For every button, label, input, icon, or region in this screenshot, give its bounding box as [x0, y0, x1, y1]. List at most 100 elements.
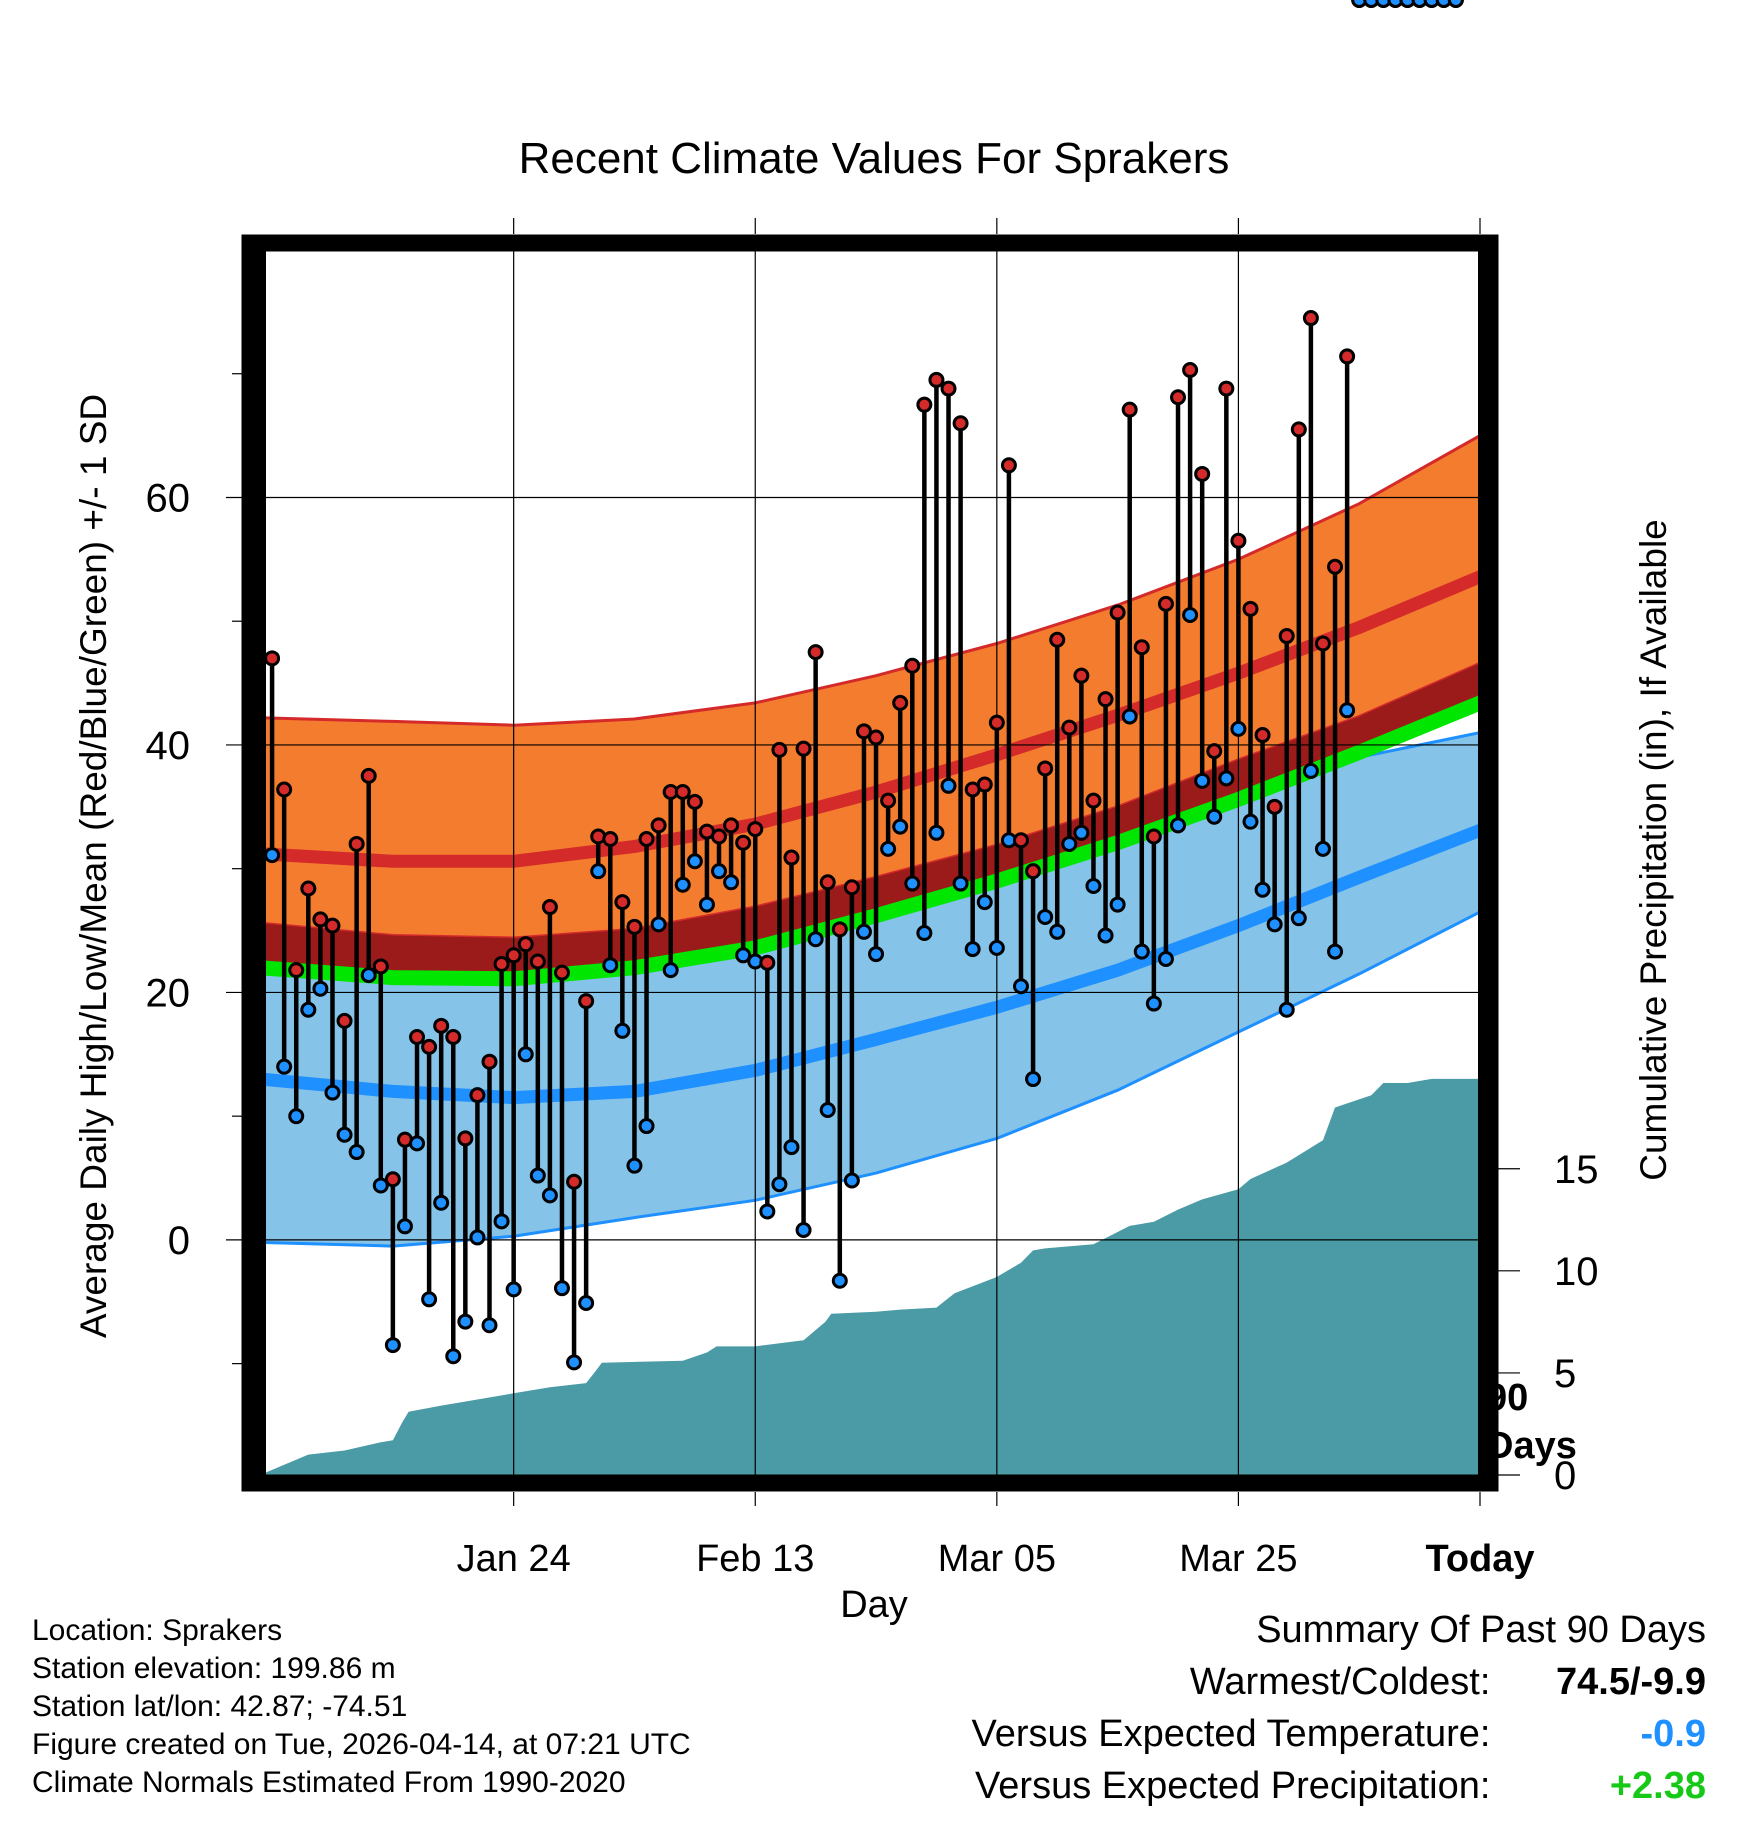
- daily-high-point: [1290, 421, 1307, 438]
- daily-low-point: [276, 1058, 293, 1075]
- summary-panel: Summary Of Past 90 Days Warmest/Coldest:…: [972, 1604, 1706, 1812]
- created-text: Figure created on Tue, 2026-04-14, at 07…: [32, 1728, 691, 1761]
- daily-high-point: [1061, 719, 1078, 736]
- daily-low-point: [1302, 762, 1319, 779]
- daily-high-point: [602, 830, 619, 847]
- daily-low-point: [264, 847, 281, 864]
- daily-high-point: [1206, 743, 1223, 760]
- daily-high-point: [843, 879, 860, 896]
- x-tick-label: Mar 05: [938, 1538, 1056, 1580]
- daily-low-point: [855, 923, 872, 940]
- daily-high-point: [1109, 604, 1126, 621]
- daily-high-point: [1025, 863, 1042, 880]
- daily-low-point: [1037, 908, 1054, 925]
- daily-low-point: [1327, 943, 1344, 960]
- daily-high-point: [1266, 798, 1283, 815]
- today-days-label: Days: [1486, 1425, 1577, 1467]
- daily-high-point: [940, 380, 957, 397]
- daily-low-point: [1121, 708, 1138, 725]
- x-axis-label: Day: [840, 1584, 908, 1626]
- daily-low-point: [831, 1272, 848, 1289]
- daily-low-point: [723, 874, 740, 891]
- daily-low-point: [445, 1348, 462, 1365]
- y-right-tick-label: 0: [1554, 1454, 1576, 1498]
- daily-low-point: [964, 941, 981, 958]
- daily-high-point: [469, 1087, 486, 1104]
- y-tick-label: 0: [168, 1219, 190, 1263]
- daily-high-point: [735, 834, 752, 851]
- daily-low-point: [469, 1229, 486, 1246]
- daily-high-point: [324, 917, 341, 934]
- y-right-tick-label: 15: [1554, 1148, 1599, 1192]
- y-tick-label: 60: [146, 476, 191, 520]
- daily-high-point: [288, 962, 305, 979]
- daily-low-point: [1218, 770, 1235, 787]
- daily-low-point: [1363, 0, 1380, 8]
- daily-low-point: [638, 1118, 655, 1135]
- daily-low-point: [1447, 0, 1464, 8]
- daily-high-point: [312, 911, 329, 928]
- daily-low-point: [892, 818, 909, 835]
- daily-low-point: [1387, 0, 1404, 8]
- daily-low-point: [686, 853, 703, 870]
- daily-high-point: [409, 1028, 426, 1045]
- daily-low-point: [1278, 1001, 1295, 1018]
- daily-high-point: [445, 1028, 462, 1045]
- warm-cold-row: Warmest/Coldest: 74.5/-9.9: [972, 1656, 1706, 1708]
- daily-high-point: [614, 894, 631, 911]
- daily-low-point: [541, 1187, 558, 1204]
- warm-cold-label: Warmest/Coldest:: [1189, 1661, 1491, 1703]
- daily-low-point: [312, 980, 329, 997]
- daily-low-point: [1012, 978, 1029, 995]
- daily-high-point: [807, 644, 824, 661]
- daily-high-point: [904, 657, 921, 674]
- daily-high-point: [505, 947, 522, 964]
- daily-low-point: [1133, 943, 1150, 960]
- daily-high-point: [1278, 628, 1295, 645]
- daily-high-point: [1037, 760, 1054, 777]
- daily-low-point: [783, 1139, 800, 1156]
- daily-low-point: [602, 957, 619, 974]
- daily-high-point: [952, 415, 969, 432]
- daily-high-point: [1230, 532, 1247, 549]
- daily-high-point: [916, 396, 933, 413]
- daily-low-point: [1109, 896, 1126, 913]
- daily-high-point: [988, 714, 1005, 731]
- daily-low-point: [1290, 910, 1307, 927]
- daily-low-point: [1145, 995, 1162, 1012]
- daily-high-point: [638, 830, 655, 847]
- temp-diff-value: -0.9: [1640, 1713, 1706, 1755]
- daily-low-point: [1230, 720, 1247, 737]
- y-axis-right-label: Cumulative Precipitation (in), If Availa…: [1633, 519, 1674, 1181]
- daily-high-point: [892, 694, 909, 711]
- daily-low-point: [819, 1101, 836, 1118]
- daily-low-point: [880, 840, 897, 857]
- daily-low-point: [1375, 0, 1392, 8]
- daily-low-point: [795, 1222, 812, 1238]
- daily-low-point: [1435, 0, 1452, 8]
- daily-low-point: [711, 863, 728, 880]
- daily-high-point: [1085, 792, 1102, 809]
- daily-high-point: [421, 1038, 438, 1055]
- y-right-tick-label: 10: [1554, 1250, 1599, 1294]
- precip-diff-value: +2.38: [1609, 1765, 1706, 1807]
- daily-low-point: [1194, 772, 1211, 789]
- daily-high-point: [1302, 310, 1319, 327]
- x-tick-label: Mar 25: [1179, 1538, 1297, 1580]
- normals-text: Climate Normals Estimated From 1990-2020: [32, 1766, 626, 1799]
- daily-high-point: [928, 371, 945, 388]
- daily-low-point: [759, 1203, 776, 1220]
- temp-diff-row: Versus Expected Temperature: -0.9: [972, 1708, 1706, 1760]
- daily-high-point: [578, 993, 595, 1010]
- daily-low-point: [1206, 808, 1223, 825]
- daily-high-point: [711, 828, 728, 845]
- daily-high-point: [1194, 465, 1211, 482]
- daily-low-point: [1085, 878, 1102, 895]
- daily-low-point: [396, 1218, 413, 1235]
- daily-high-point: [1339, 348, 1356, 365]
- daily-high-point: [541, 899, 558, 916]
- daily-high-point: [759, 954, 776, 971]
- x-tick-label: Today: [1425, 1538, 1534, 1580]
- temp-diff-label: Versus Expected Temperature:: [971, 1713, 1491, 1755]
